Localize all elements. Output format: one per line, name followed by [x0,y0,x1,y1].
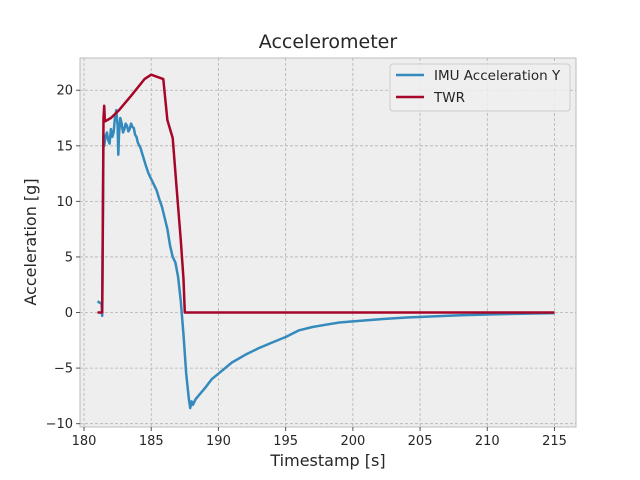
y-tick-label: 10 [56,195,73,210]
legend-label-imu: IMU Acceleration Y [434,68,561,84]
y-tick-label: 20 [56,84,73,99]
x-tick-label: 215 [542,434,567,449]
y-tick-label: 0 [65,306,73,321]
x-tick-label: 210 [475,434,500,449]
series-line-twr [97,73,555,314]
y-axis-label: Acceleration [g] [21,178,40,305]
plot-area [79,57,577,428]
y-tick-label: 15 [56,139,73,154]
x-tick-label: 190 [206,434,231,449]
x-tick-label: 200 [340,434,365,449]
legend-label-twr: TWR [433,90,465,106]
legend-box [389,63,571,112]
x-tick-label: 205 [408,434,433,449]
series-layer [96,73,555,410]
series-line-imu-acceleration-y [96,108,555,410]
x-tick-label: 180 [72,434,97,449]
x-tick-label: 185 [139,434,164,449]
y-tick-label: −10 [46,417,73,432]
legend: IMU Acceleration Y TWR [389,63,571,112]
x-tick-label: 195 [273,434,298,449]
chart-title: Accelerometer [259,31,398,53]
y-tick-label: −5 [54,362,73,377]
ticks: 180 185 190 195 200 205 210 215 −10 −5 0 5 10 15 20 [46,84,567,449]
x-axis-label: Timestamp [s] [269,451,385,470]
y-tick-label: 5 [65,250,73,265]
